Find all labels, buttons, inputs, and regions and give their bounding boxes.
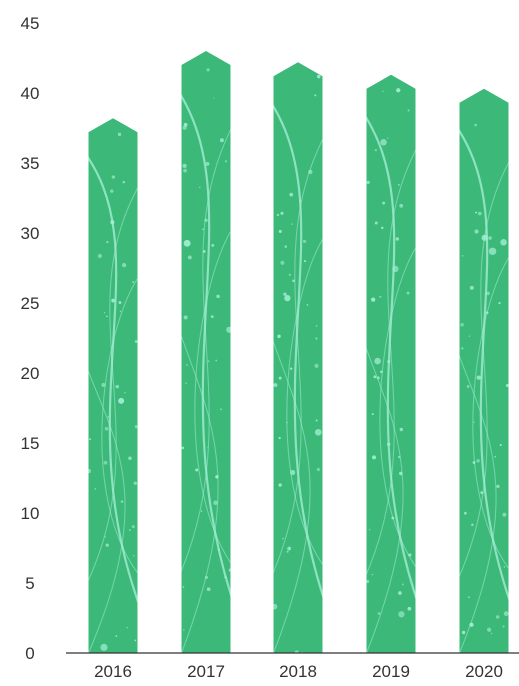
y-tick-label: 25 xyxy=(21,294,40,313)
bar-texture xyxy=(181,68,231,653)
bars xyxy=(88,51,509,654)
bar xyxy=(366,74,416,654)
y-tick-label: 30 xyxy=(21,224,40,243)
y-tick-label: 20 xyxy=(21,364,40,383)
bar-texture xyxy=(273,74,323,653)
y-axis-ticks: 0 5 10 15 20 25 30 35 40 45 xyxy=(21,14,40,663)
bar xyxy=(88,118,138,653)
y-tick-label: 5 xyxy=(25,574,34,593)
y-tick-label: 15 xyxy=(21,434,40,453)
x-tick-label: 2020 xyxy=(465,662,503,681)
y-tick-label: 0 xyxy=(25,644,34,663)
bar-2020 xyxy=(459,88,509,654)
bar-2018 xyxy=(273,62,323,653)
y-tick-label: 40 xyxy=(21,84,40,103)
bar-texture xyxy=(459,116,509,654)
y-tick-label: 10 xyxy=(21,504,40,523)
x-tick-label: 2017 xyxy=(187,662,225,681)
bar-2016 xyxy=(88,118,138,653)
bar-texture xyxy=(88,132,138,653)
bar xyxy=(459,88,509,654)
bar-texture xyxy=(366,88,416,654)
x-tick-label: 2019 xyxy=(372,662,410,681)
bar-2017 xyxy=(181,51,231,653)
bar xyxy=(273,62,323,653)
x-tick-label: 2016 xyxy=(94,662,132,681)
bar xyxy=(181,51,231,653)
x-axis-labels: 2016 2017 2018 2019 2020 xyxy=(94,662,503,681)
x-tick-label: 2018 xyxy=(279,662,317,681)
bar-2019 xyxy=(366,74,416,654)
y-tick-label: 45 xyxy=(21,14,40,33)
y-tick-label: 35 xyxy=(21,154,40,173)
